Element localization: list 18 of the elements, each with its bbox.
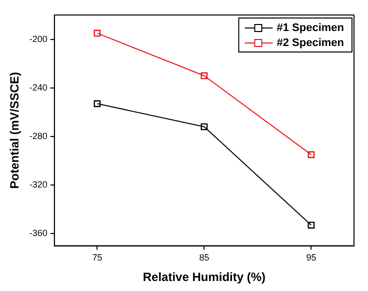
legend-label: #1 Specimen: [276, 22, 344, 34]
x-axis-title: Relative Humidity (%): [142, 270, 266, 284]
x-tick-label: 85: [199, 252, 210, 263]
y-tick-label: -240: [29, 82, 48, 92]
x-tick-label: 75: [92, 252, 102, 263]
x-tick-label: 95: [306, 252, 316, 263]
y-tick-label: -360: [29, 228, 48, 238]
point: [200, 123, 208, 130]
point: [200, 72, 208, 80]
point: [94, 30, 101, 37]
legend-label: #2 Specimen: [276, 37, 344, 50]
y-axis-title: Potential (mV/SSCE): [8, 72, 22, 189]
point: [308, 151, 315, 158]
y-tick-label: -320: [29, 180, 48, 190]
point: [308, 222, 315, 229]
y-tick-label: -200: [29, 34, 48, 44]
y-tick-label: -280: [29, 130, 48, 141]
point: [94, 100, 101, 108]
